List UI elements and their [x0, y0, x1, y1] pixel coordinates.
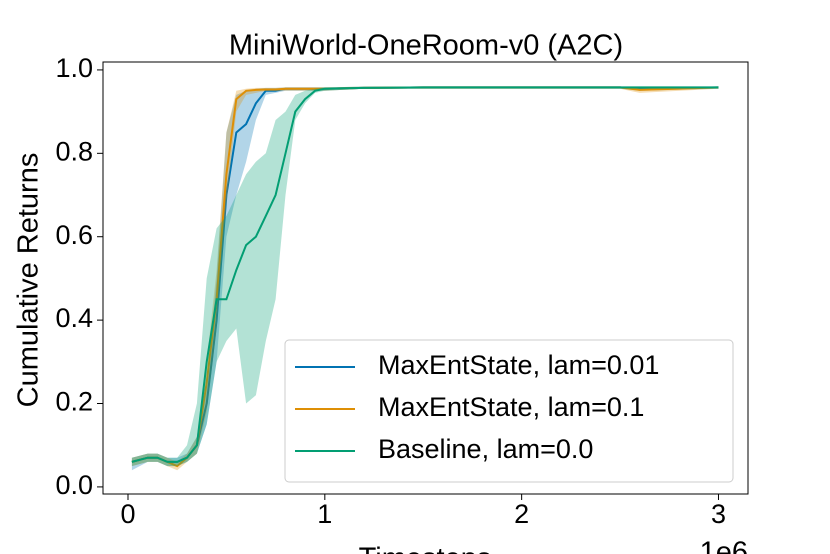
y-tick-label: 0.2	[55, 387, 93, 417]
y-tick-label: 0.6	[55, 220, 93, 250]
legend-label: MaxEntState, lam=0.1	[378, 392, 644, 422]
axes-frame	[102, 61, 749, 495]
x-tick-label: 2	[514, 499, 529, 529]
legend-label: Baseline, lam=0.0	[378, 434, 593, 464]
x-tick-label: 3	[711, 499, 726, 529]
plot-area	[131, 86, 719, 471]
chart-title: MiniWorld-OneRoom-v0 (A2C)	[229, 30, 623, 62]
x-axis-label: Timesteps	[359, 543, 492, 554]
y-tick-label: 1.0	[55, 53, 93, 83]
y-tick-label: 0.4	[55, 303, 93, 333]
y-axis-label: Cumulative Returns	[13, 153, 45, 408]
line	[131, 86, 719, 463]
x-offset-label: 1e6	[700, 537, 748, 554]
x-tick-label: 0	[120, 499, 135, 529]
legend-box	[284, 339, 734, 483]
legend-label: MaxEntState, lam=0.01	[378, 350, 659, 380]
y-tick-label: 0.0	[55, 470, 93, 500]
x-tick-label: 1	[317, 499, 332, 529]
y-tick-label: 0.8	[55, 136, 93, 166]
